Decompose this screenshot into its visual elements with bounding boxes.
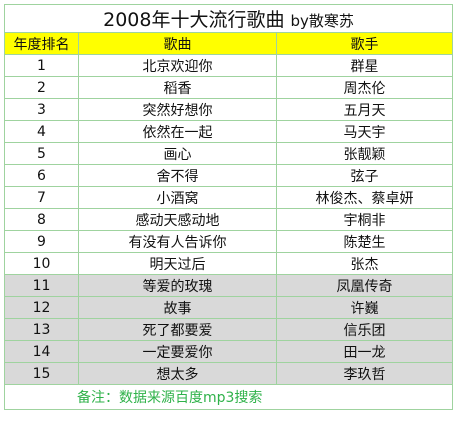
singer-cell: 田一龙	[276, 340, 453, 363]
song-cell: 等爱的玫瑰	[78, 274, 277, 297]
singer-cell: 凤凰传奇	[276, 274, 453, 297]
singer-cell: 信乐团	[276, 318, 453, 341]
header-row: 年度排名 歌曲 歌手	[4, 32, 453, 55]
table-row: 11 等爱的玫瑰 凤凰传奇	[4, 274, 453, 297]
song-cell: 明天过后	[78, 252, 277, 275]
song-cell: 依然在一起	[78, 120, 277, 143]
singer-cell: 许巍	[276, 296, 453, 319]
table-row: 8 感动天感动地 宇桐非	[4, 208, 453, 231]
singer-cell: 马天宇	[276, 120, 453, 143]
singer-cell: 周杰伦	[276, 76, 453, 99]
singer-cell: 弦子	[276, 164, 453, 187]
title-text: 2008年十大流行歌曲	[103, 9, 285, 31]
singer-cell: 陈楚生	[276, 230, 453, 253]
rank-cell: 15	[4, 362, 79, 385]
rank-cell: 5	[4, 142, 79, 165]
spreadsheet: 2008年十大流行歌曲 by散寒苏 年度排名 歌曲 歌手 1 北京欢迎你 群星 2…	[4, 4, 453, 410]
singer-cell: 张杰	[276, 252, 453, 275]
singer-cell: 五月天	[276, 98, 453, 121]
table-title: 2008年十大流行歌曲 by散寒苏	[4, 4, 453, 33]
table-row: 4 依然在一起 马天宇	[4, 120, 453, 143]
rank-cell: 12	[4, 296, 79, 319]
rank-cell: 1	[4, 54, 79, 77]
song-ranking-table: 2008年十大流行歌曲 by散寒苏 年度排名 歌曲 歌手 1 北京欢迎你 群星 2…	[4, 4, 453, 410]
author-text: by散寒苏	[290, 12, 354, 30]
song-cell: 故事	[78, 296, 277, 319]
header-singer: 歌手	[276, 32, 453, 55]
song-cell: 想太多	[78, 362, 277, 385]
song-cell: 画心	[78, 142, 277, 165]
table-row: 2 稻香 周杰伦	[4, 76, 453, 99]
singer-cell: 群星	[276, 54, 453, 77]
table-row: 3 突然好想你 五月天	[4, 98, 453, 121]
header-song: 歌曲	[78, 32, 277, 55]
singer-cell: 宇桐非	[276, 208, 453, 231]
song-cell: 小酒窝	[78, 186, 277, 209]
table-row: 9 有没有人告诉你 陈楚生	[4, 230, 453, 253]
rank-cell: 14	[4, 340, 79, 363]
singer-cell: 李玖哲	[276, 362, 453, 385]
song-cell: 一定要爱你	[78, 340, 277, 363]
rank-cell: 6	[4, 164, 79, 187]
table-row: 14 一定要爱你 田一龙	[4, 340, 453, 363]
song-cell: 突然好想你	[78, 98, 277, 121]
table-row: 6 舍不得 弦子	[4, 164, 453, 187]
table-row: 12 故事 许巍	[4, 296, 453, 319]
table-row: 5 画心 张靓颖	[4, 142, 453, 165]
rank-cell: 4	[4, 120, 79, 143]
singer-cell: 张靓颖	[276, 142, 453, 165]
table-row: 13 死了都要爱 信乐团	[4, 318, 453, 341]
rank-cell: 2	[4, 76, 79, 99]
song-cell: 舍不得	[78, 164, 277, 187]
note-row: 备注：数据来源百度mp3搜索	[4, 384, 453, 410]
song-cell: 死了都要爱	[78, 318, 277, 341]
song-cell: 感动天感动地	[78, 208, 277, 231]
rank-cell: 8	[4, 208, 79, 231]
rank-cell: 10	[4, 252, 79, 275]
rank-cell: 11	[4, 274, 79, 297]
footnote: 备注：数据来源百度mp3搜索	[4, 384, 453, 410]
header-rank: 年度排名	[4, 32, 79, 55]
rank-cell: 3	[4, 98, 79, 121]
table-row: 10 明天过后 张杰	[4, 252, 453, 275]
rank-cell: 13	[4, 318, 79, 341]
table-row: 15 想太多 李玖哲	[4, 362, 453, 385]
song-cell: 有没有人告诉你	[78, 230, 277, 253]
table-row: 1 北京欢迎你 群星	[4, 54, 453, 77]
rank-cell: 7	[4, 186, 79, 209]
table-row: 7 小酒窝 林俊杰、蔡卓妍	[4, 186, 453, 209]
song-cell: 北京欢迎你	[78, 54, 277, 77]
title-row: 2008年十大流行歌曲 by散寒苏	[4, 4, 453, 33]
singer-cell: 林俊杰、蔡卓妍	[276, 186, 453, 209]
rank-cell: 9	[4, 230, 79, 253]
song-cell: 稻香	[78, 76, 277, 99]
